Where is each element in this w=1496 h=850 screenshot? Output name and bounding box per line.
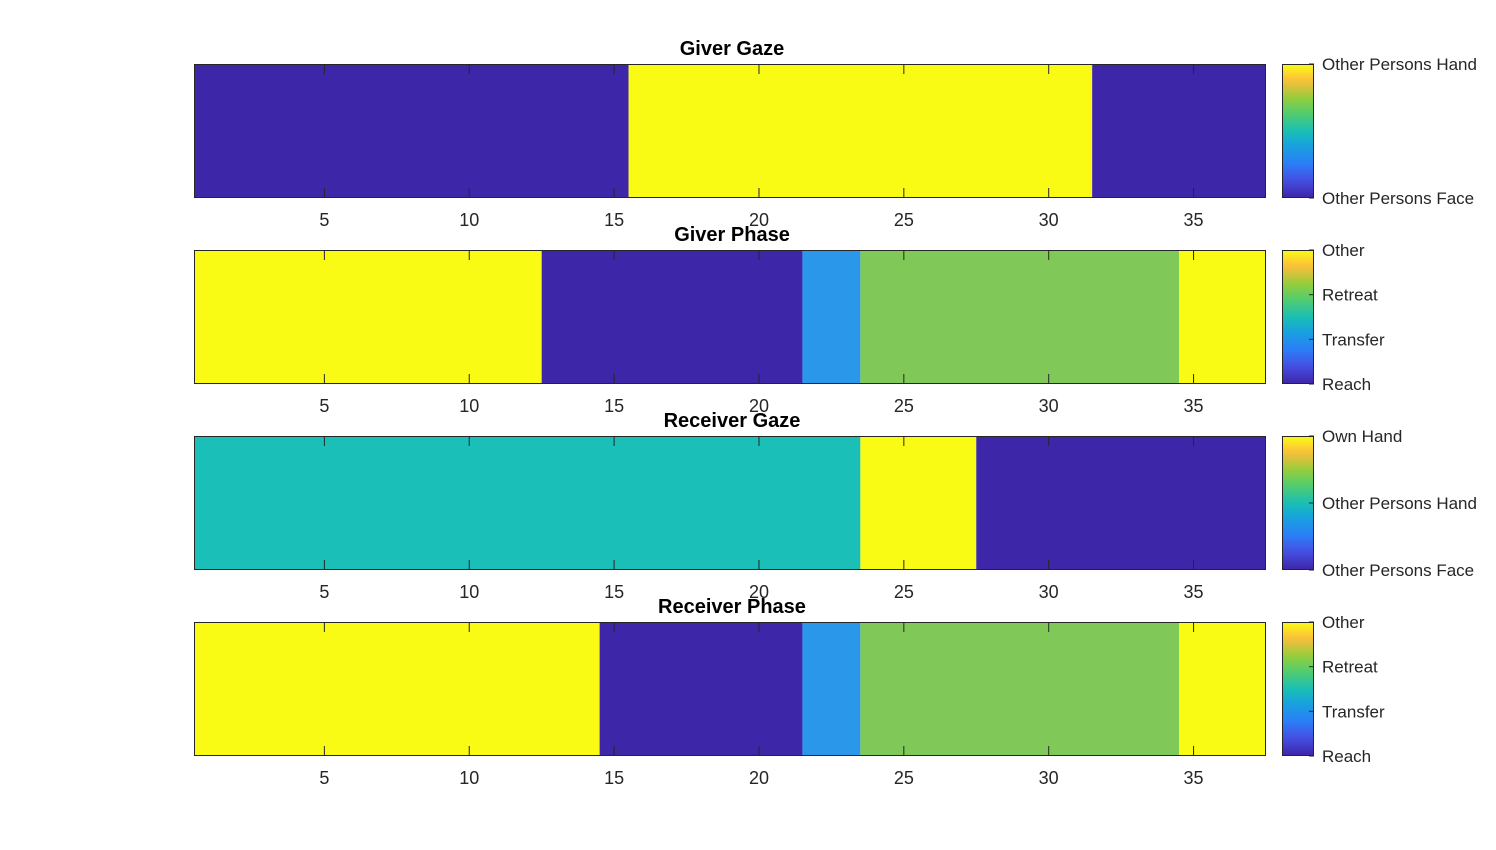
heatmap-segment xyxy=(194,64,629,198)
heatmap-segment xyxy=(541,250,803,384)
x-tick-label: 25 xyxy=(894,768,914,788)
x-tick-label: 5 xyxy=(319,396,329,416)
x-tick-label: 5 xyxy=(319,582,329,602)
x-tick-label: 20 xyxy=(749,582,769,602)
heatmap-segment xyxy=(194,436,861,570)
subplot-3: 5 10 15 20 25 30 35 Receiver Gaze Other Persons … xyxy=(194,410,1477,602)
heatmap-segment xyxy=(628,64,1093,198)
x-tick-label: 30 xyxy=(1039,396,1059,416)
colorbar-tick-label: Retreat xyxy=(1322,658,1378,677)
colorbar-tick-label: Other Persons Face xyxy=(1322,561,1474,580)
colorbar xyxy=(1282,250,1314,384)
axes-box xyxy=(194,250,1266,384)
x-tick-label: 10 xyxy=(459,396,479,416)
colorbar-tick-label: Retreat xyxy=(1322,286,1378,305)
subplot-4: 5 10 15 20 25 30 35 Receiver Phase Reach Transfer… xyxy=(194,596,1385,788)
subplot-title: Receiver Gaze xyxy=(664,410,801,432)
colorbar-tick-label: Own Hand xyxy=(1322,427,1402,446)
x-tick-label: 15 xyxy=(604,582,624,602)
x-tick-label: 5 xyxy=(319,210,329,230)
x-tick-label: 20 xyxy=(749,396,769,416)
x-tick-label: 30 xyxy=(1039,768,1059,788)
heatmap-segment xyxy=(599,622,803,756)
heatmap-segment xyxy=(860,250,1180,384)
heatmap-segment xyxy=(1179,250,1266,384)
heatmap-segment xyxy=(976,436,1266,570)
x-tick-label: 15 xyxy=(604,396,624,416)
axes-box xyxy=(194,622,1266,756)
x-tick-label: 20 xyxy=(749,768,769,788)
colorbar-tick-label: Other Persons Hand xyxy=(1322,494,1477,513)
colorbar-tick-label: Other xyxy=(1322,241,1365,260)
heatmap-segment xyxy=(860,622,1180,756)
subplot-title: Receiver Phase xyxy=(658,596,806,618)
x-tick-label: 20 xyxy=(749,210,769,230)
x-tick-label: 25 xyxy=(894,210,914,230)
heatmap-segment xyxy=(194,622,600,756)
x-tick-label: 30 xyxy=(1039,210,1059,230)
heatmap-segment xyxy=(802,250,861,384)
colorbar-tick-label: Other Persons Face xyxy=(1322,189,1474,208)
axes-box xyxy=(194,436,1266,570)
colorbar xyxy=(1282,64,1314,198)
heatmap-segment xyxy=(194,250,542,384)
subplot-2: 5 10 15 20 25 30 35 Giver Phase Reach Transfer Ret… xyxy=(194,224,1385,416)
colorbar-tick-label: Transfer xyxy=(1322,702,1385,721)
x-tick-label: 10 xyxy=(459,210,479,230)
colorbar-tick-label: Transfer xyxy=(1322,330,1385,349)
subplot-title: Giver Gaze xyxy=(680,38,785,60)
colorbar-tick-label: Reach xyxy=(1322,375,1371,394)
subplot-title: Giver Phase xyxy=(674,224,790,246)
x-tick-label: 35 xyxy=(1184,396,1204,416)
x-tick-label: 30 xyxy=(1039,582,1059,602)
axes-box xyxy=(194,64,1266,198)
x-tick-label: 15 xyxy=(604,210,624,230)
colorbar-tick-label: Other Persons Hand xyxy=(1322,55,1477,74)
colorbar-tick-label: Reach xyxy=(1322,747,1371,766)
x-tick-label: 10 xyxy=(459,768,479,788)
x-tick-label: 35 xyxy=(1184,768,1204,788)
x-tick-label: 5 xyxy=(319,768,329,788)
colorbar xyxy=(1282,622,1314,756)
heatmap-segment xyxy=(1179,622,1266,756)
x-tick-label: 25 xyxy=(894,582,914,602)
x-tick-label: 10 xyxy=(459,582,479,602)
colorbar xyxy=(1282,436,1314,570)
x-tick-label: 25 xyxy=(894,396,914,416)
subplot-1: 5 10 15 20 25 30 35 Giver Gaze Other Persons Fac… xyxy=(194,38,1477,230)
heatmap-segment xyxy=(1092,64,1266,198)
x-tick-label: 35 xyxy=(1184,210,1204,230)
x-tick-label: 15 xyxy=(604,768,624,788)
heatmap-segment xyxy=(802,622,861,756)
x-tick-label: 35 xyxy=(1184,582,1204,602)
heatmap-segment xyxy=(860,436,977,570)
colorbar-tick-label: Other xyxy=(1322,613,1365,632)
